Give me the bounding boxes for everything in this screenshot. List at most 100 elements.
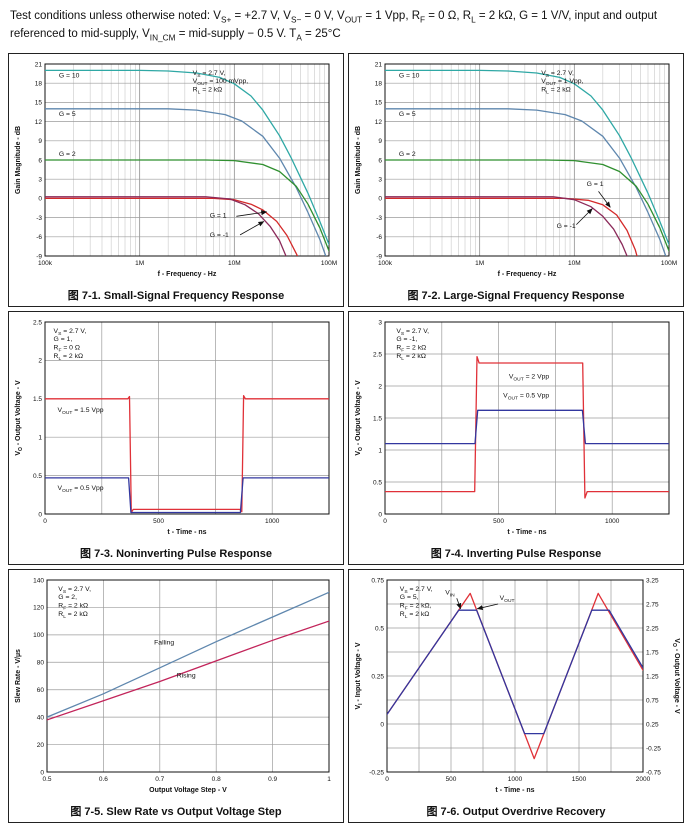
svg-text:VI - Input Voltage - V: VI - Input Voltage - V <box>355 642 364 709</box>
svg-text:2000: 2000 <box>636 776 651 783</box>
svg-text:t - Time - ns: t - Time - ns <box>167 529 206 536</box>
svg-text:0.6: 0.6 <box>99 776 108 783</box>
svg-text:G = 2: G = 2 <box>59 151 76 158</box>
figure-7-2-caption: 图 7-2. Large-Signal Frequency Response <box>407 289 625 302</box>
svg-text:VOUT = 0.5 Vpp: VOUT = 0.5 Vpp <box>57 485 103 494</box>
svg-text:100: 100 <box>33 632 44 639</box>
chart-canvas-6: 0 500 1000 1500 20000.750.50.250-0.253.252.7… <box>355 577 680 794</box>
svg-text:2: 2 <box>38 357 42 364</box>
svg-text:Output Voltage Step - V: Output Voltage Step - V <box>149 787 227 794</box>
svg-text:0: 0 <box>378 511 382 518</box>
svg-text:6: 6 <box>38 157 42 164</box>
svg-text:VS = 2.7 V,: VS = 2.7 V, <box>54 327 87 336</box>
figure-7-1-panel: 100k 1M 10M 100M 21 18 15 12 9 6 3 0 -3 -6 -9 f - Frequ… <box>8 52 344 307</box>
svg-text:VS = 2.7 V,: VS = 2.7 V, <box>193 69 226 78</box>
figure-7-5-chart: 0.5 0.6 0.7 0.8 0.9 1 0 20 40 60 80 100 120 140 Output… <box>11 572 341 802</box>
svg-text:-6: -6 <box>376 234 382 241</box>
svg-text:-0.25: -0.25 <box>369 769 384 776</box>
svg-text:RF = 2 kΩ,: RF = 2 kΩ, <box>400 602 432 611</box>
figure-7-4-chart: 0 500 1000 0 0.5 1 1.5 2 2.5 3 t - Time - ns VO - O… <box>351 314 681 544</box>
figure-7-4-caption: 图 7-4. Inverting Pulse Response <box>430 547 602 560</box>
figure-7-1-caption: 图 7-1. Small-Signal Frequency Response <box>67 289 285 302</box>
svg-text:VS = 2.7 V,: VS = 2.7 V, <box>400 585 433 594</box>
svg-text:3: 3 <box>38 176 42 183</box>
svg-text:1500: 1500 <box>572 776 587 783</box>
svg-text:40: 40 <box>37 714 45 721</box>
figure-7-1-chart: 100k 1M 10M 100M 21 18 15 12 9 6 3 0 -3 -6 -9 f - Frequ… <box>11 56 341 286</box>
svg-text:VO - Output Voltage - V: VO - Output Voltage - V <box>15 380 24 456</box>
svg-text:f - Frequency - Hz: f - Frequency - Hz <box>158 271 217 278</box>
svg-text:15: 15 <box>375 99 383 106</box>
svg-text:0.9: 0.9 <box>268 776 277 783</box>
svg-text:VS = 2.7 V,: VS = 2.7 V, <box>541 69 574 78</box>
svg-text:21: 21 <box>375 61 383 68</box>
chart-canvas-2: 100k 1M 10M 100M 21 18 15 12 9 6 3 0 -3 -6 -9 f - Frequ… <box>355 61 677 278</box>
svg-text:-9: -9 <box>36 253 42 260</box>
svg-text:60: 60 <box>37 687 45 694</box>
svg-text:0.75: 0.75 <box>646 697 659 704</box>
svg-text:1M: 1M <box>135 260 144 267</box>
svg-text:G = 1,: G = 1, <box>54 336 73 343</box>
svg-text:G = 10: G = 10 <box>59 72 80 79</box>
figures-grid: 100k 1M 10M 100M 21 18 15 12 9 6 3 0 -3 -6 -9 f - Frequ… <box>8 52 684 823</box>
svg-text:G = 2: G = 2 <box>399 151 416 158</box>
svg-text:RL = 2 kΩ: RL = 2 kΩ <box>193 86 223 95</box>
svg-text:12: 12 <box>375 118 383 125</box>
svg-text:3: 3 <box>378 176 382 183</box>
figure-7-3-chart: 0 500 1000 0 0.5 1 1.5 2 2.5 t - Time - ns VO - Ou… <box>11 314 341 544</box>
svg-text:0.25: 0.25 <box>371 673 384 680</box>
svg-text:RF = 2 kΩ: RF = 2 kΩ <box>58 602 88 611</box>
svg-text:10M: 10M <box>568 260 581 267</box>
test-conditions-note: Test conditions unless otherwise noted: … <box>10 10 658 43</box>
svg-text:VO - Output Voltage - V: VO - Output Voltage - V <box>671 638 680 714</box>
svg-text:G = -1,: G = -1, <box>396 336 417 343</box>
svg-text:0.75: 0.75 <box>371 577 384 584</box>
svg-text:2.75: 2.75 <box>646 601 659 608</box>
svg-text:0.5: 0.5 <box>42 776 51 783</box>
svg-text:0.5: 0.5 <box>375 625 384 632</box>
svg-text:VO - Output Voltage - V: VO - Output Voltage - V <box>355 380 364 456</box>
svg-text:G = 5: G = 5 <box>59 110 76 117</box>
svg-text:VIN: VIN <box>445 589 455 598</box>
svg-text:500: 500 <box>446 776 457 783</box>
figure-7-6-chart: 0 500 1000 1500 2000 0.75 0.5 0.25 0 -0.25 3.25 2.7… <box>351 572 681 802</box>
svg-text:RF = 0 Ω: RF = 0 Ω <box>54 344 80 353</box>
svg-text:3.25: 3.25 <box>646 577 659 584</box>
svg-text:-3: -3 <box>376 214 382 221</box>
svg-text:VOUT = 1.5 Vpp: VOUT = 1.5 Vpp <box>57 406 103 415</box>
svg-text:0: 0 <box>378 195 382 202</box>
svg-text:t - Time - ns: t - Time - ns <box>507 529 546 536</box>
svg-text:140: 140 <box>33 577 44 584</box>
svg-text:2.25: 2.25 <box>646 625 659 632</box>
svg-text:RL = 2 kΩ: RL = 2 kΩ <box>541 86 571 95</box>
svg-text:1.5: 1.5 <box>373 415 382 422</box>
svg-text:RF = 2 kΩ: RF = 2 kΩ <box>396 344 426 353</box>
figure-7-5-caption: 图 7-5. Slew Rate vs Output Voltage Step <box>70 805 282 818</box>
svg-text:100k: 100k <box>378 260 393 267</box>
svg-text:6: 6 <box>378 157 382 164</box>
svg-text:-6: -6 <box>36 234 42 241</box>
svg-text:100M: 100M <box>321 260 337 267</box>
svg-text:0.7: 0.7 <box>155 776 164 783</box>
svg-text:500: 500 <box>493 518 504 525</box>
svg-text:0: 0 <box>38 511 42 518</box>
chart-canvas-5: 0.5 0.6 0.7 0.8 0.9 1 0 20 40 60 80 100 120 140 Output… <box>15 577 331 794</box>
svg-text:1000: 1000 <box>508 776 523 783</box>
svg-text:-9: -9 <box>376 253 382 260</box>
svg-text:2.5: 2.5 <box>373 351 382 358</box>
svg-text:1000: 1000 <box>605 518 620 525</box>
svg-text:G = -1: G = -1 <box>557 222 576 229</box>
svg-text:G = 5,: G = 5, <box>400 594 419 601</box>
svg-text:VOUT = 2 Vpp: VOUT = 2 Vpp <box>509 373 550 382</box>
svg-text:RL = 2 kΩ: RL = 2 kΩ <box>54 353 84 362</box>
svg-text:80: 80 <box>37 659 45 666</box>
svg-text:G = 10: G = 10 <box>399 72 420 79</box>
figure-7-2-panel: 100k 1M 10M 100M 21 18 15 12 9 6 3 0 -3 -6 -9 f - Frequ… <box>348 52 684 307</box>
svg-text:1: 1 <box>378 447 382 454</box>
svg-text:0.25: 0.25 <box>646 721 659 728</box>
svg-text:VOUT = 0.5 Vpp: VOUT = 0.5 Vpp <box>503 392 549 401</box>
svg-text:120: 120 <box>33 604 44 611</box>
svg-text:0: 0 <box>385 776 389 783</box>
svg-text:RL = 2 kΩ: RL = 2 kΩ <box>396 353 426 362</box>
svg-text:t - Time - ns: t - Time - ns <box>495 787 534 794</box>
